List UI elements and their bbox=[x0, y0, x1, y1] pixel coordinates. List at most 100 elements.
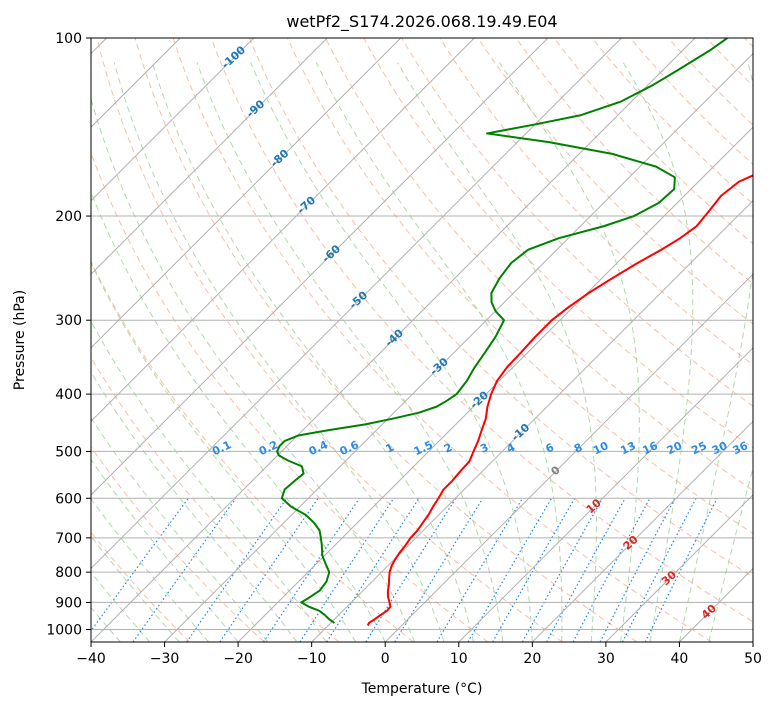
mixing-ratio-line bbox=[572, 497, 651, 642]
moist-adiabat-line bbox=[91, 261, 357, 642]
mixing-ratio-line bbox=[186, 497, 288, 642]
y-tick-label: 800 bbox=[55, 565, 82, 581]
moist-adiabat-line bbox=[196, 62, 504, 642]
x-tick-label: −20 bbox=[223, 651, 253, 667]
isotherm-line bbox=[531, 420, 753, 642]
x-tick-label: 40 bbox=[671, 651, 689, 667]
moist-adiabat-line bbox=[151, 62, 474, 642]
y-tick-label: 100 bbox=[55, 31, 82, 47]
y-tick-label: 500 bbox=[55, 444, 82, 460]
sounding-series bbox=[276, 38, 753, 626]
y-axis-label: Pressure (hPa) bbox=[12, 290, 28, 390]
x-tick-label: 0 bbox=[381, 651, 390, 667]
mixing-ratio-label: 20 bbox=[665, 439, 685, 457]
x-tick-label: 20 bbox=[523, 651, 541, 667]
mixing-ratio-label: 30 bbox=[710, 439, 730, 457]
moist-adiabats bbox=[91, 62, 753, 642]
x-tick-label: −10 bbox=[297, 651, 327, 667]
moist-adiabat-line bbox=[113, 62, 445, 642]
mixing-ratio-label: 36 bbox=[731, 439, 751, 457]
mixing-ratio-line bbox=[546, 497, 626, 642]
x-tick-label: 30 bbox=[597, 651, 615, 667]
isotherm-line bbox=[91, 38, 696, 642]
moist-adiabat-line bbox=[91, 571, 151, 642]
mixing-ratio-line bbox=[263, 497, 360, 642]
x-tick-label: 10 bbox=[450, 651, 468, 667]
y-axis: 1000 900 800 700 600 500 400 300 200 100 bbox=[46, 31, 91, 638]
isotherm-line bbox=[311, 199, 753, 642]
dry-adiabat-line bbox=[134, 38, 638, 642]
moist-adiabat-line bbox=[708, 466, 753, 642]
isotherm-line bbox=[91, 38, 549, 496]
mixing-ratio-line bbox=[622, 497, 697, 642]
y-tick-label: 400 bbox=[55, 387, 82, 403]
mixing-ratio-line bbox=[299, 497, 395, 642]
mixing-ratio-line bbox=[521, 497, 604, 642]
dewpoint-profile-line bbox=[276, 38, 728, 624]
y-tick-label: 1000 bbox=[46, 622, 82, 638]
x-axis: −40 −30 −20 −10 0 10 20 30 40 50 bbox=[76, 642, 762, 667]
mixing-ratio-label: 10 bbox=[591, 439, 611, 457]
isotherm-line bbox=[91, 38, 475, 423]
dry-adiabat-line bbox=[591, 38, 753, 205]
x-axis-label: Temperature (°C) bbox=[361, 681, 483, 697]
mixing-ratio-label: 13 bbox=[618, 439, 637, 457]
dry-adiabat-line bbox=[96, 38, 563, 642]
moist-adiabat-line bbox=[91, 97, 416, 642]
dry-adiabat-line bbox=[629, 38, 753, 166]
dry-adiabat-line bbox=[477, 38, 753, 325]
y-tick-label: 200 bbox=[55, 209, 82, 225]
y-tick-label: 300 bbox=[55, 313, 82, 329]
dry-adiabat-line bbox=[401, 38, 753, 407]
moist-adiabat-line bbox=[250, 62, 533, 642]
moist-adiabat-line bbox=[397, 62, 597, 642]
mixing-ratio-line bbox=[644, 497, 718, 642]
x-tick-label: −40 bbox=[76, 651, 106, 667]
y-tick-label: 600 bbox=[55, 491, 82, 507]
moist-adiabat-line bbox=[315, 62, 563, 642]
isotherm-line bbox=[605, 494, 753, 642]
mixing-ratio-line bbox=[326, 497, 420, 642]
isotherm-line bbox=[91, 38, 402, 349]
chart-title: wetPf2_S174.2026.068.19.49.E04 bbox=[286, 12, 557, 32]
moist-adiabat-line bbox=[91, 320, 327, 642]
moist-adiabat-line bbox=[91, 190, 386, 642]
dry-adiabat-line bbox=[210, 38, 753, 623]
mixing-ratio-line bbox=[394, 497, 484, 642]
x-tick-label: 50 bbox=[744, 651, 762, 667]
moist-adiabat-line bbox=[91, 498, 210, 642]
moist-adiabat-line bbox=[91, 458, 239, 642]
x-tick-label: −30 bbox=[150, 651, 180, 667]
mixing-ratio-line bbox=[219, 497, 319, 642]
dry-adiabat-line bbox=[172, 38, 713, 642]
y-tick-label: 900 bbox=[55, 595, 82, 611]
dry-adiabat-line bbox=[325, 38, 753, 491]
moist-adiabat-line bbox=[622, 62, 694, 642]
mixing-ratio-line bbox=[91, 497, 189, 632]
moist-adiabat-line bbox=[91, 535, 180, 642]
dry-adiabat-line bbox=[248, 38, 753, 578]
moist-adiabat-line bbox=[678, 62, 753, 642]
plot-frame bbox=[90, 37, 754, 643]
isotherm-line bbox=[237, 126, 753, 642]
temperature-profile-line bbox=[366, 174, 753, 626]
moist-adiabat-line bbox=[91, 371, 298, 642]
mixing-ratio-line bbox=[599, 497, 676, 642]
isotherm-line bbox=[384, 273, 753, 642]
dry-adiabat-line bbox=[91, 445, 265, 642]
moist-adiabat-line bbox=[498, 62, 640, 642]
mixing-ratio-label: 16 bbox=[641, 439, 661, 457]
mixing-ratio-line bbox=[365, 497, 457, 642]
dry-adiabat-line bbox=[91, 260, 414, 642]
isobar-gridlines bbox=[91, 38, 753, 630]
moist-adiabat-line bbox=[91, 416, 268, 642]
mixing-ratio-line bbox=[132, 497, 237, 642]
dry-adiabat-line bbox=[286, 38, 753, 535]
mixing-ratio-label: 25 bbox=[689, 439, 708, 457]
isotherm-line bbox=[91, 38, 255, 202]
y-tick-label: 700 bbox=[55, 531, 82, 547]
isotherm-line bbox=[164, 52, 753, 642]
isotherm-line bbox=[458, 347, 753, 642]
